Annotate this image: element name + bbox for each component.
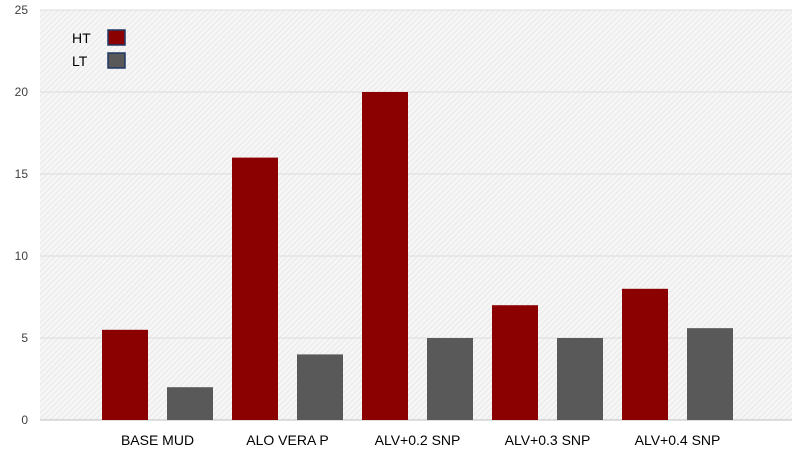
y-tick-label: 0 [21, 413, 28, 427]
x-category-label: ALV+0.2 SNP [375, 432, 461, 448]
bar-lt [167, 387, 213, 420]
x-axis: BASE MUD ALO VERA P ALV+0.2 SNP ALV+0.3 SNP… [121, 432, 720, 448]
legend-swatch [107, 52, 126, 69]
bar-lt [687, 328, 733, 420]
y-tick-label: 5 [21, 331, 28, 345]
bar-lt [427, 338, 473, 420]
legend-label: HT [72, 30, 91, 46]
x-category-label: ALO VERA P [246, 432, 328, 448]
plot-area [40, 10, 792, 420]
bar-ht [492, 305, 538, 420]
bar-lt [557, 338, 603, 420]
x-category-label: ALV+0.3 SNP [505, 432, 591, 448]
y-tick-label: 15 [15, 167, 29, 181]
bar-ht [622, 288, 668, 420]
y-axis: 0 5 10 15 20 25 [15, 3, 29, 427]
bar-lt [297, 354, 343, 420]
x-category-label: BASE MUD [121, 432, 194, 448]
bar-ht [362, 92, 408, 420]
bar-ht [232, 157, 278, 420]
bar-ht [102, 329, 148, 420]
legend-swatch [107, 29, 126, 46]
legend: HT LT [72, 29, 126, 69]
legend-label: LT [72, 53, 88, 69]
y-tick-label: 10 [15, 249, 29, 263]
bars [102, 92, 733, 420]
y-tick-label: 25 [15, 3, 29, 17]
x-category-label: ALV+0.4 SNP [635, 432, 721, 448]
y-tick-label: 20 [15, 85, 29, 99]
